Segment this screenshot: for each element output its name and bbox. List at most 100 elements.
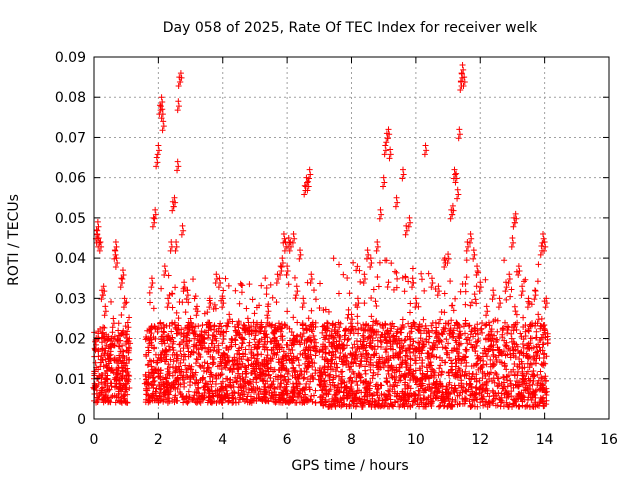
data-point xyxy=(429,320,436,327)
data-point xyxy=(350,259,357,266)
data-point xyxy=(174,375,181,382)
data-point xyxy=(284,308,291,315)
data-point xyxy=(122,300,129,307)
data-point xyxy=(152,206,159,213)
data-point xyxy=(533,328,540,335)
data-point xyxy=(497,300,504,307)
data-point xyxy=(363,358,370,365)
data-point xyxy=(301,374,308,381)
data-point xyxy=(271,334,278,341)
data-point xyxy=(392,268,399,275)
data-point xyxy=(264,352,271,359)
data-point xyxy=(425,350,432,357)
data-point xyxy=(239,340,246,347)
data-point xyxy=(296,339,303,346)
data-point xyxy=(248,369,255,376)
data-point xyxy=(172,385,179,392)
data-point xyxy=(457,340,464,347)
data-point xyxy=(308,271,315,278)
data-point xyxy=(280,391,287,398)
data-point xyxy=(169,334,176,341)
data-point xyxy=(220,287,227,294)
data-point xyxy=(354,382,361,389)
data-point xyxy=(219,304,226,311)
data-point xyxy=(535,311,542,318)
data-point xyxy=(251,370,258,377)
data-point xyxy=(467,302,474,309)
data-point xyxy=(158,325,165,332)
data-point xyxy=(302,354,309,361)
data-point xyxy=(117,370,124,377)
x-tick-label: 6 xyxy=(283,432,292,448)
data-point xyxy=(297,331,304,338)
data-point xyxy=(519,402,526,409)
data-point xyxy=(246,339,253,346)
data-point xyxy=(332,354,339,361)
data-point xyxy=(362,355,369,362)
data-point xyxy=(407,219,414,226)
data-point xyxy=(176,298,183,305)
data-point xyxy=(210,360,217,367)
data-point xyxy=(223,328,230,335)
data-point xyxy=(211,301,218,308)
y-tick-label: 0.09 xyxy=(55,50,86,66)
data-point xyxy=(472,330,479,337)
data-point xyxy=(316,304,323,311)
data-point xyxy=(519,288,526,295)
data-point xyxy=(250,376,257,383)
data-point xyxy=(109,367,116,374)
data-point xyxy=(146,357,153,364)
data-point xyxy=(456,131,463,138)
data-point xyxy=(265,365,272,372)
data-point xyxy=(432,330,439,337)
data-point xyxy=(98,352,105,359)
data-point xyxy=(307,280,314,287)
data-point xyxy=(248,350,255,357)
data-point xyxy=(101,312,108,319)
data-point xyxy=(507,377,514,384)
data-point xyxy=(185,348,192,355)
data-point xyxy=(290,230,297,237)
data-point xyxy=(182,362,189,369)
data-point xyxy=(153,395,160,402)
data-point xyxy=(387,151,394,158)
data-point xyxy=(119,373,126,380)
data-point xyxy=(230,395,237,402)
data-point xyxy=(463,274,470,281)
data-point xyxy=(537,368,544,375)
data-point xyxy=(177,348,184,355)
data-point xyxy=(483,361,490,368)
data-point xyxy=(386,155,393,162)
data-point xyxy=(157,386,164,393)
data-point xyxy=(506,276,513,283)
data-point xyxy=(161,340,168,347)
data-point xyxy=(239,370,246,377)
data-point xyxy=(406,214,413,221)
data-point xyxy=(190,276,197,283)
data-point xyxy=(278,392,285,399)
data-point xyxy=(230,389,237,396)
data-point xyxy=(440,403,447,410)
data-point xyxy=(186,378,193,385)
data-point xyxy=(285,352,292,359)
data-point xyxy=(100,399,107,406)
data-point xyxy=(217,394,224,401)
data-point xyxy=(209,354,216,361)
data-point xyxy=(370,369,377,376)
data-point xyxy=(473,283,480,290)
data-point xyxy=(353,337,360,344)
data-point xyxy=(378,211,385,218)
data-point xyxy=(251,344,258,351)
data-point xyxy=(406,329,413,336)
data-point xyxy=(463,247,470,254)
data-point xyxy=(245,357,252,364)
data-point xyxy=(320,383,327,390)
data-point xyxy=(354,320,361,327)
data-point xyxy=(471,251,478,258)
data-point xyxy=(376,395,383,402)
data-point xyxy=(169,290,176,297)
data-point xyxy=(381,151,388,158)
data-point xyxy=(198,328,205,335)
data-point xyxy=(261,363,268,370)
data-point xyxy=(158,351,165,358)
